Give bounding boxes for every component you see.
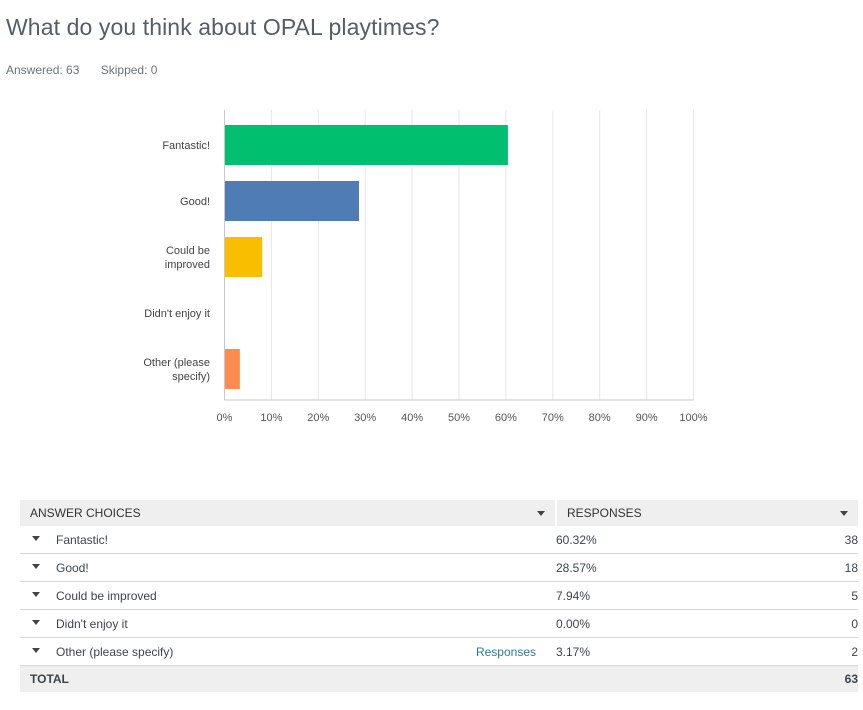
answer-cell: Other (please specify) Responses: [20, 637, 556, 666]
skipped-count: Skipped: 0: [100, 63, 158, 77]
table-row: Didn't enjoy it 0.00% 0: [20, 609, 858, 638]
response-summary: Answered: 63 Skipped: 0: [6, 63, 175, 77]
category-label: Good!: [180, 196, 210, 208]
x-tick-label: 100%: [679, 412, 707, 424]
table-row: Fantastic! 60.32% 38: [20, 526, 858, 554]
table-row: Other (please specify) Responses 3.17% 2: [20, 637, 858, 666]
category-label: Other (please: [143, 357, 210, 369]
x-tick-label: 20%: [307, 412, 329, 424]
response-count: 38: [783, 526, 858, 554]
response-percent: 60.32%: [556, 526, 784, 554]
category-label: Could be: [166, 245, 210, 257]
responses-header-label: RESPONSES: [567, 506, 642, 520]
response-count: 18: [783, 553, 858, 582]
expand-caret-icon[interactable]: [32, 536, 40, 541]
table-row: Could be improved 7.94% 5: [20, 581, 858, 610]
responses-header[interactable]: RESPONSES: [556, 500, 858, 526]
x-tick-label: 90%: [636, 412, 658, 424]
total-spacer: [556, 665, 784, 692]
x-tick-label: 30%: [354, 412, 376, 424]
expand-caret-icon[interactable]: [32, 620, 40, 625]
bar: [225, 349, 240, 389]
answer-cell: Could be improved: [20, 581, 556, 610]
response-percent: 7.94%: [556, 581, 784, 610]
response-percent: 3.17%: [556, 637, 784, 666]
expand-caret-icon[interactable]: [32, 592, 40, 597]
answer-label: Could be improved: [56, 588, 157, 603]
question-title: What do you think about OPAL playtimes?: [6, 14, 440, 40]
total-label: TOTAL: [20, 665, 556, 692]
category-label: specify): [172, 371, 210, 383]
answer-label: Other (please specify): [56, 644, 174, 659]
answer-cell: Good!: [20, 553, 556, 582]
total-row: TOTAL 63: [20, 665, 858, 692]
answer-cell: Didn't enjoy it: [20, 609, 556, 638]
response-count: 0: [783, 609, 858, 638]
answer-label: Fantastic!: [56, 532, 109, 547]
answer-cell: Fantastic!: [20, 526, 556, 554]
answer-choices-header-label: ANSWER CHOICES: [30, 506, 141, 520]
category-label: Fantastic!: [162, 140, 210, 152]
x-tick-label: 10%: [260, 412, 282, 424]
answer-label: Good!: [56, 560, 89, 575]
x-tick-label: 80%: [589, 412, 611, 424]
x-tick-label: 60%: [495, 412, 517, 424]
answered-count: Answered: 63: [6, 63, 80, 77]
total-count: 63: [783, 665, 858, 692]
category-label: improved: [165, 259, 210, 271]
response-count: 5: [783, 581, 858, 610]
response-count: 2: [783, 637, 858, 666]
table-header-row: ANSWER CHOICES RESPONSES: [20, 500, 858, 526]
bar-chart: 0% 10% 20% 30% 40% 50% 60% 70% 80% 90% 100% Fantast…: [143, 110, 708, 424]
expand-caret-icon[interactable]: [32, 648, 40, 653]
sort-caret-icon[interactable]: [840, 510, 848, 516]
answer-choices-header[interactable]: ANSWER CHOICES: [20, 500, 557, 526]
responses-link[interactable]: Responses: [475, 644, 536, 659]
bar: [225, 181, 359, 221]
bar: [225, 237, 263, 277]
x-tick-label: 40%: [401, 412, 423, 424]
response-percent: 0.00%: [556, 609, 784, 638]
expand-caret-icon[interactable]: [32, 564, 40, 569]
table-row: Good! 28.57% 18: [20, 553, 858, 582]
x-tick-label: 0%: [217, 412, 233, 424]
bar: [225, 125, 508, 165]
x-tick-label: 50%: [448, 412, 470, 424]
response-percent: 28.57%: [556, 553, 784, 582]
sort-caret-icon[interactable]: [537, 510, 545, 516]
answer-label: Didn't enjoy it: [56, 616, 128, 631]
x-tick-label: 70%: [542, 412, 564, 424]
category-label: Didn't enjoy it: [144, 308, 210, 320]
responses-table: ANSWER CHOICES RESPONSES Fantastic! 60.32…: [20, 500, 858, 692]
